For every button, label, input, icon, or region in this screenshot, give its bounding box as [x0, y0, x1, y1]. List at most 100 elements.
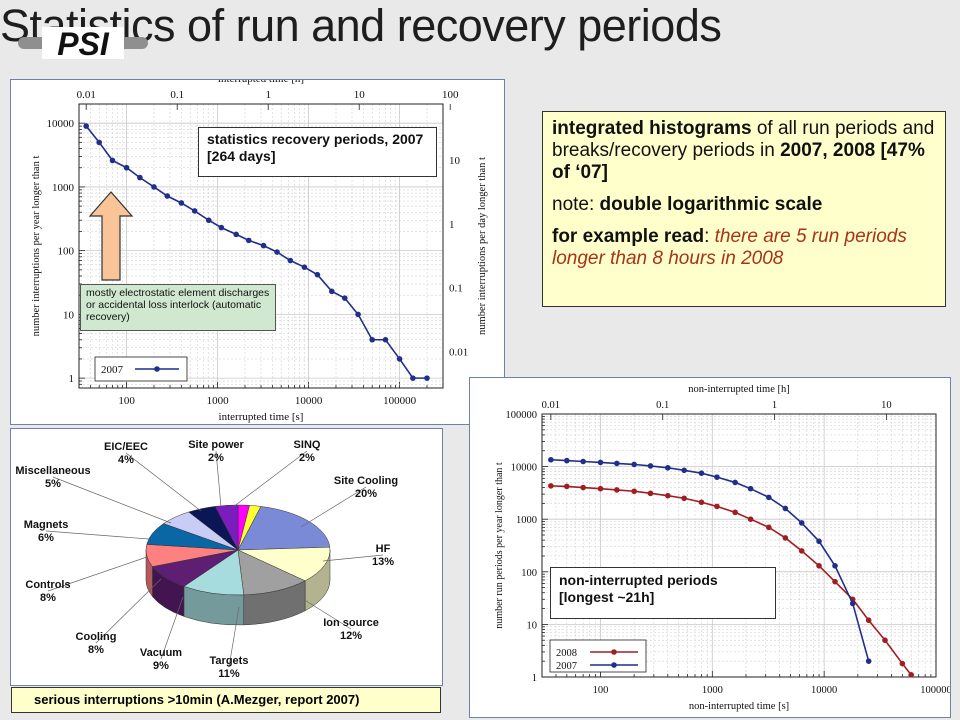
data-point-2007	[123, 164, 130, 171]
data-point-2007	[681, 467, 687, 474]
data-point-2008	[714, 503, 720, 510]
recovery-chart: 100 1000 10000 100000 1 10 100 1000 10000 0.01 0.1…	[31, 80, 488, 423]
data-point-2007	[832, 563, 838, 569]
data-point-2008	[865, 617, 872, 624]
note-p3-bold: for example read	[552, 226, 705, 247]
note-p3-red: there are 5 run periods longer than 8 ho…	[552, 226, 907, 269]
data-point-2007	[410, 375, 416, 381]
pie-label-vacuum: Vacuum 9%	[121, 647, 201, 673]
run-periods-box: non-interrupted periods [longest ~21h]	[550, 567, 776, 619]
data-point-2007	[109, 157, 116, 164]
data-point-2008	[747, 516, 754, 522]
data-point-2007	[355, 311, 361, 318]
y-tick-label: 10	[63, 309, 75, 321]
pie-chart	[45, 450, 384, 668]
note-p1-rest: of all run periods and breaks/recovery p…	[552, 118, 935, 161]
data-point-2008	[766, 524, 772, 531]
pie-leader-line	[125, 452, 202, 512]
y-tick-label: 10000	[511, 463, 537, 474]
data-point-2007	[564, 457, 570, 464]
x2-tick-label: 10	[881, 400, 892, 411]
data-point-2007	[580, 458, 586, 465]
pie-label-hf: HF 13%	[343, 543, 423, 569]
pie-slice-eic-eec	[214, 504, 239, 551]
pie-label-name: Site Cooling	[333, 475, 399, 487]
data-point-2008	[882, 637, 888, 644]
pie-label-name: Ion source	[323, 617, 379, 629]
data-point-2007	[287, 257, 294, 264]
legend-marker	[611, 662, 617, 668]
data-point-2008	[665, 492, 671, 499]
data-point-2007	[83, 123, 90, 129]
data-point-2008	[732, 509, 738, 516]
pie-label-pct: 2%	[208, 452, 224, 464]
pie-label-name: Controls	[25, 579, 71, 591]
note-paragraph-2: note: double logarithmic scale	[552, 194, 936, 216]
y-tick-label: 1000	[52, 182, 75, 194]
pie-label-pct: 13%	[371, 556, 395, 568]
note-p2-lead: note:	[552, 194, 600, 215]
recovery-stats-box: statistics recovery periods, 2007 [264 d…	[198, 127, 437, 177]
pie-leader-line	[322, 554, 384, 562]
data-point-2007	[274, 249, 280, 255]
logo-text: PSI	[57, 26, 110, 60]
y-tick-label: 100	[58, 246, 75, 258]
data-point-2008	[782, 535, 789, 541]
pie-label-sinq: SINQ 2%	[267, 439, 347, 465]
pie-label-name: Vacuum	[139, 647, 183, 659]
data-point-2007	[714, 474, 720, 480]
data-point-2007	[314, 271, 321, 278]
y2-tick-label: 0.01	[449, 346, 468, 358]
data-point-2007	[631, 461, 637, 468]
data-point-2007	[732, 479, 738, 486]
data-point-2008	[580, 484, 586, 491]
y-axis-label: number interruptions per year longer tha…	[31, 156, 42, 337]
data-point-2007	[178, 200, 185, 206]
x2-tick-label: 0.1	[656, 400, 669, 411]
data-point-2008	[681, 495, 687, 502]
x2-tick-label: 1	[265, 89, 271, 101]
recovery-chart-panel: 100 1000 10000 100000 1 10 100 1000 10000 0.01 0.1…	[10, 79, 505, 425]
pie-label-pct: 8%	[88, 644, 104, 656]
pie-label-pct: 2%	[299, 452, 315, 464]
x-tick-label: 100	[118, 395, 135, 407]
auto-recovery-note: mostly electrostatic element discharges …	[80, 284, 276, 331]
pie-label-site-power: Site power 2%	[176, 439, 256, 465]
pie-slice-hf	[237, 546, 331, 582]
x-tick-label: 1000	[702, 685, 723, 696]
x-tick-label: 100000	[383, 395, 417, 407]
legend-box	[549, 639, 647, 673]
pie-label-site-cooling: Site Cooling 20%	[326, 475, 406, 501]
y-tick-label: 1000	[516, 515, 537, 526]
legend-label: 2007	[556, 661, 577, 672]
x2-axis-label: non-interrupted time [h]	[688, 384, 789, 395]
y-tick-label: 1	[532, 673, 537, 684]
explanation-note: integrated histograms of all run periods…	[542, 111, 946, 307]
data-point-2007	[747, 485, 754, 492]
pie-label-eic-eec: EIC/EEC 4%	[86, 441, 166, 467]
recovery-stats-label: statistics recovery periods, 2007 [264 d…	[207, 131, 424, 164]
data-point-2008	[564, 483, 570, 490]
x-tick-label: 1000	[207, 395, 230, 407]
data-point-2007	[151, 184, 157, 190]
data-point-2007	[341, 295, 348, 301]
y2-axis-label: number interruptions per day longer than…	[477, 157, 488, 335]
data-point-2007	[597, 459, 604, 466]
data-point-2007	[424, 375, 430, 381]
pie-leader-line	[47, 556, 148, 592]
data-point-2008	[698, 499, 705, 506]
pie-slice-ion-source	[237, 549, 306, 596]
pie-label-pct: 6%	[38, 532, 54, 544]
pie-label-pct: 8%	[40, 592, 56, 604]
data-point-2007	[218, 224, 225, 231]
pie-leader-line	[45, 530, 150, 540]
x-axis-label: non-interrupted time [s]	[689, 701, 789, 712]
run-chart: 100 1000 10000 100000 1 10 100 1000 10000 100000 0…	[494, 384, 950, 712]
pie-label-ion-source: Ion source 12%	[311, 617, 391, 643]
y-axis-label: number run periods per year longer than …	[494, 462, 505, 629]
y2-tick-label: 1	[449, 219, 455, 231]
data-point-2007	[191, 208, 198, 214]
data-point-2007	[301, 264, 308, 271]
data-point-2008	[816, 563, 822, 569]
y-tick-label: 1	[69, 373, 75, 385]
